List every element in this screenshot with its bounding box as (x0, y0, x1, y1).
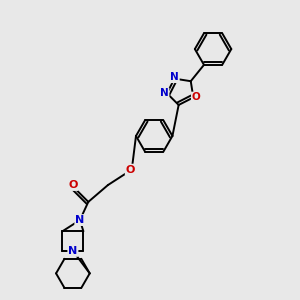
Text: N: N (160, 88, 169, 98)
Text: O: O (126, 165, 135, 175)
Text: N: N (75, 215, 85, 225)
Text: N: N (68, 246, 77, 256)
Text: O: O (68, 180, 78, 190)
Text: O: O (192, 92, 200, 103)
Text: N: N (170, 72, 179, 82)
